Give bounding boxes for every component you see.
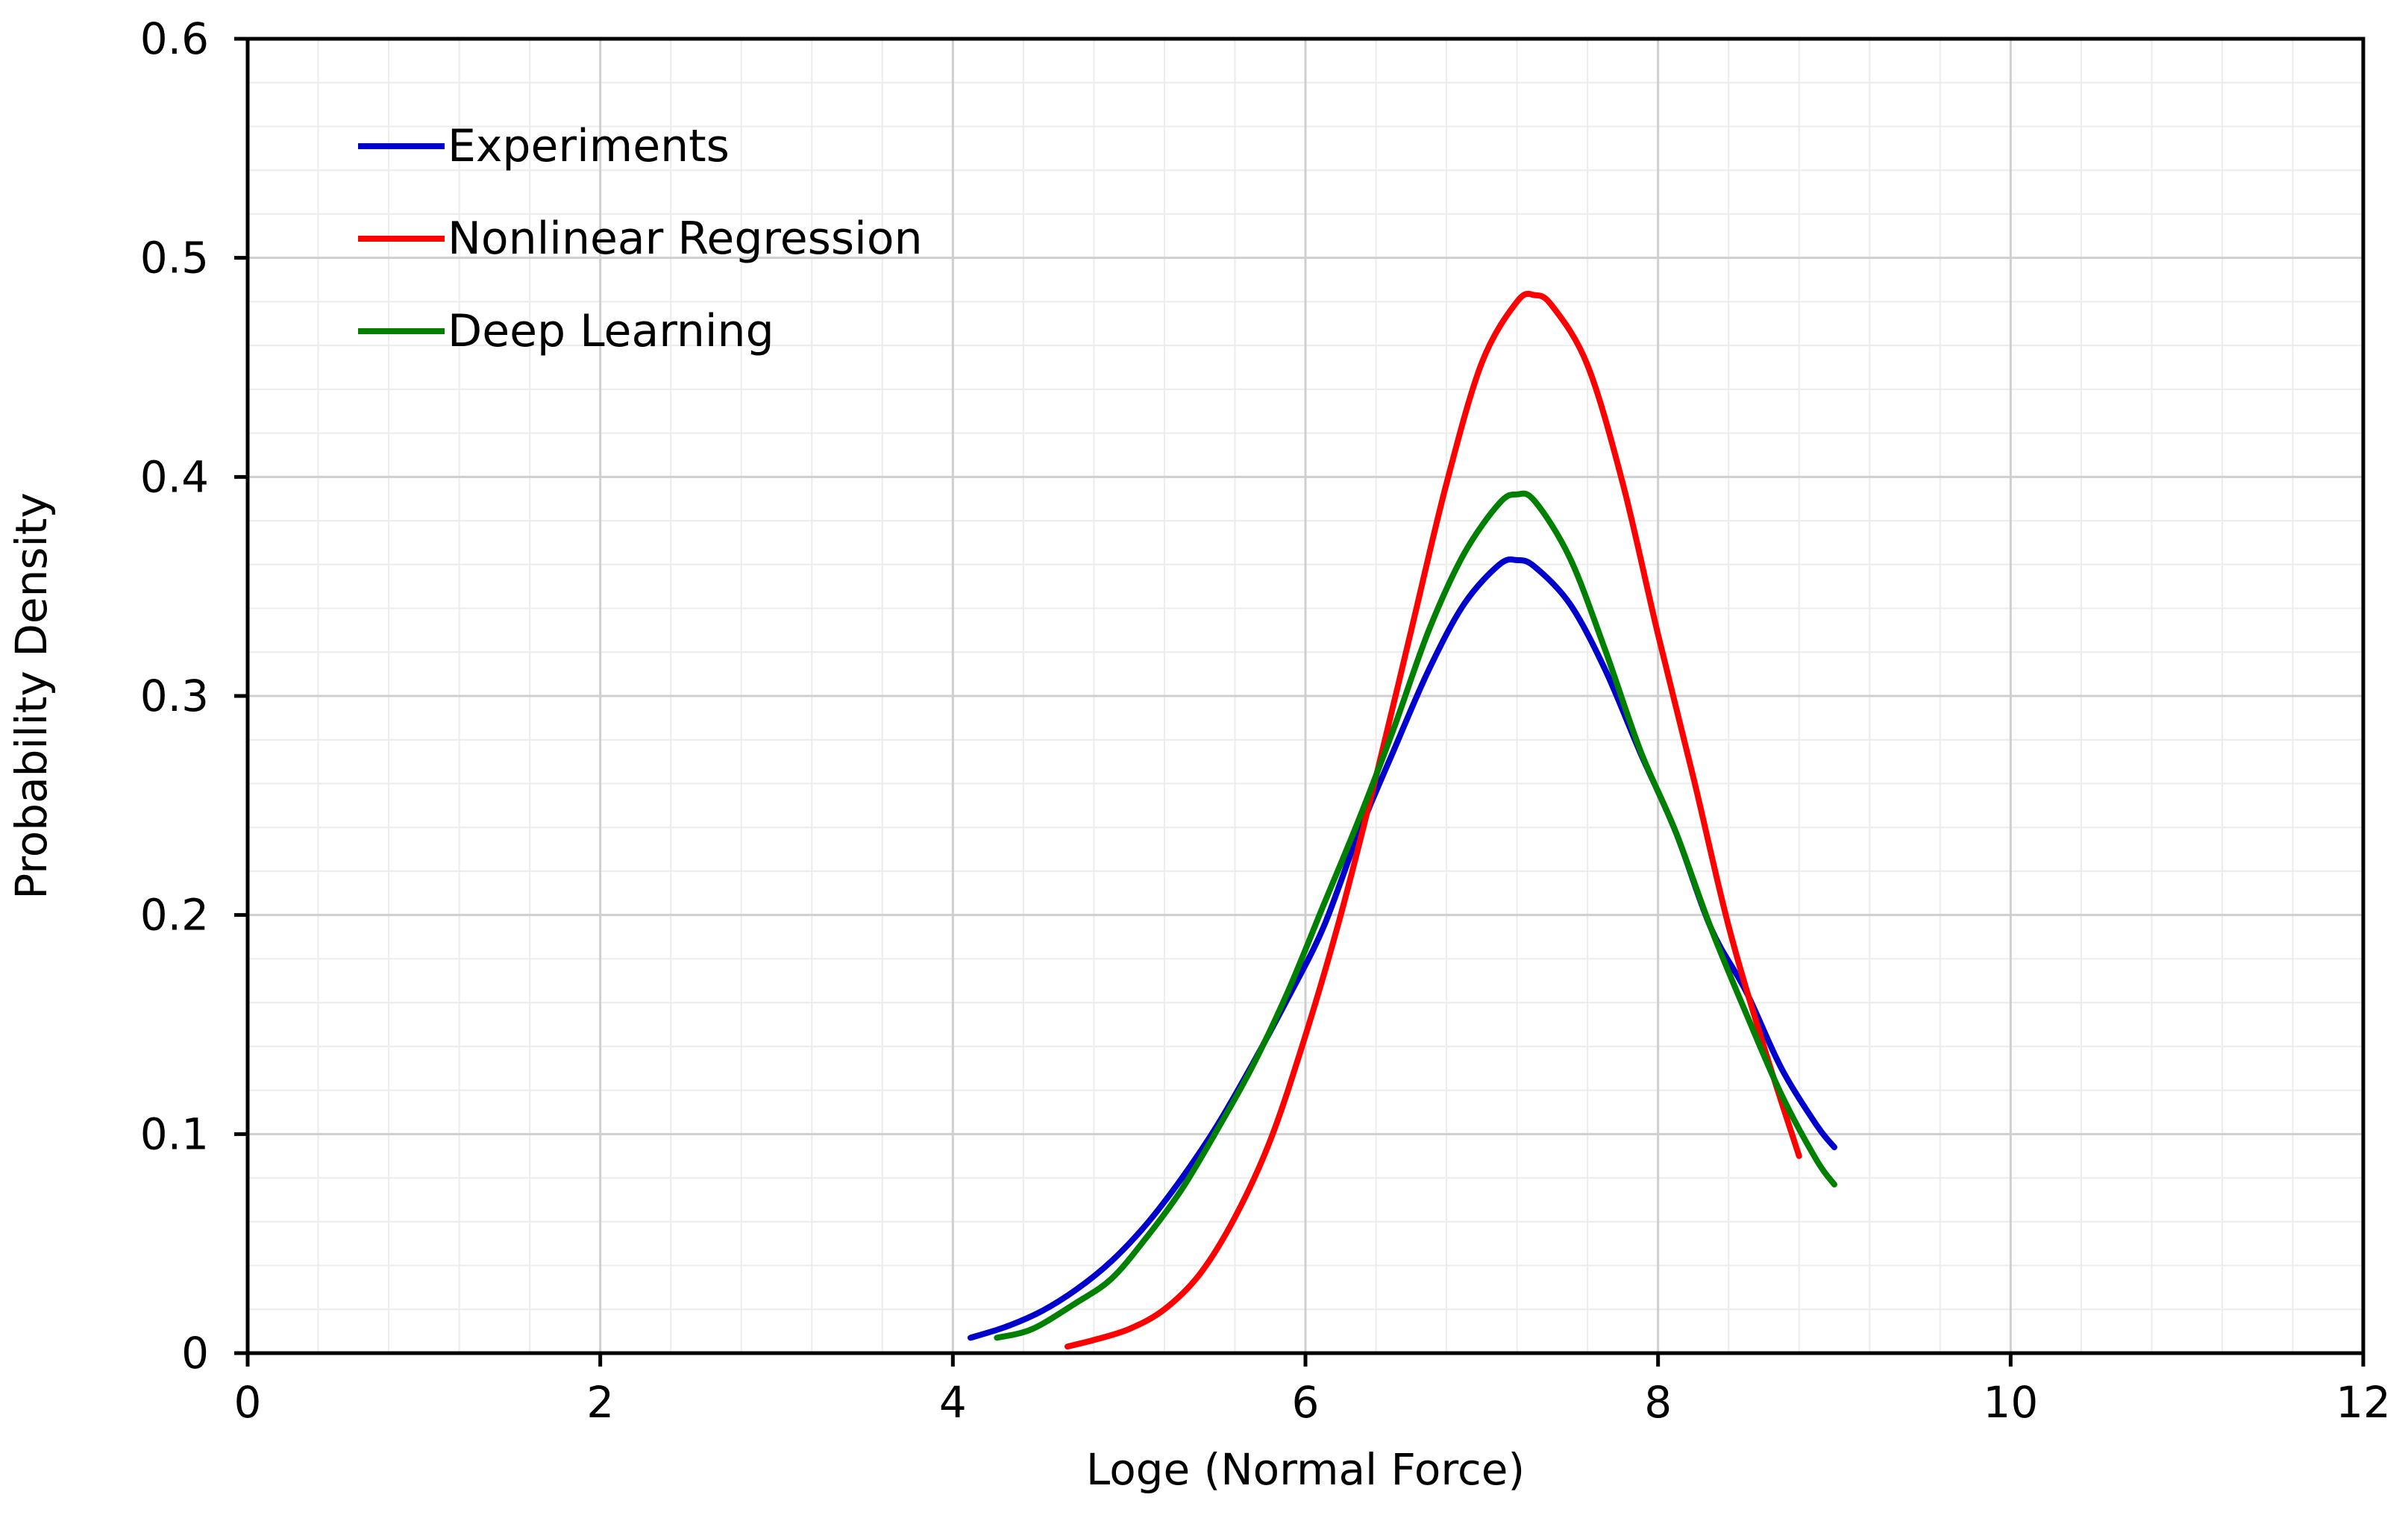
y-tick-label: 0.3 [140,671,209,721]
series-layer [968,290,1837,1350]
legend-label-deep-learning: Deep Learning [448,305,774,357]
y-tick-label: 0.1 [140,1108,209,1159]
x-tick-label: 12 [2336,1377,2391,1428]
x-axis-tick-labels: 0 2 4 6 8 10 12 [234,1377,2391,1428]
legend-item-nonlinear-regression: Nonlinear Regression [358,213,923,265]
legend-item-experiments: Experiments [358,120,730,172]
legend-label-nonlinear-regression: Nonlinear Regression [448,213,923,265]
y-tick-label: 0.6 [140,13,209,64]
y-tick-label: 0.2 [140,890,209,941]
legend: Experiments Nonlinear Regression Deep Le… [358,120,923,357]
series-line-deep-learning [994,490,1837,1341]
y-tick-label: 0.4 [140,451,209,502]
y-axis-title: Probability Density [6,492,57,900]
series-line-nonlinear-regression [1065,290,1802,1350]
x-tick-label: 6 [1292,1377,1320,1428]
y-tick-label: 0.5 [140,233,209,283]
axis-ticks [234,37,2365,1367]
x-tick-label: 0 [234,1377,262,1428]
x-tick-label: 2 [586,1377,614,1428]
y-tick-label: 0 [181,1328,209,1378]
x-axis-title: Loge (Normal Force) [1086,1444,1525,1495]
x-tick-label: 8 [1644,1377,1672,1428]
y-axis-tick-labels: 0 0.1 0.2 0.3 0.4 0.5 0.6 [140,13,209,1378]
x-tick-label: 10 [1983,1377,2038,1428]
x-tick-label: 4 [939,1377,967,1428]
legend-label-experiments: Experiments [448,120,730,172]
legend-item-deep-learning: Deep Learning [358,305,774,357]
